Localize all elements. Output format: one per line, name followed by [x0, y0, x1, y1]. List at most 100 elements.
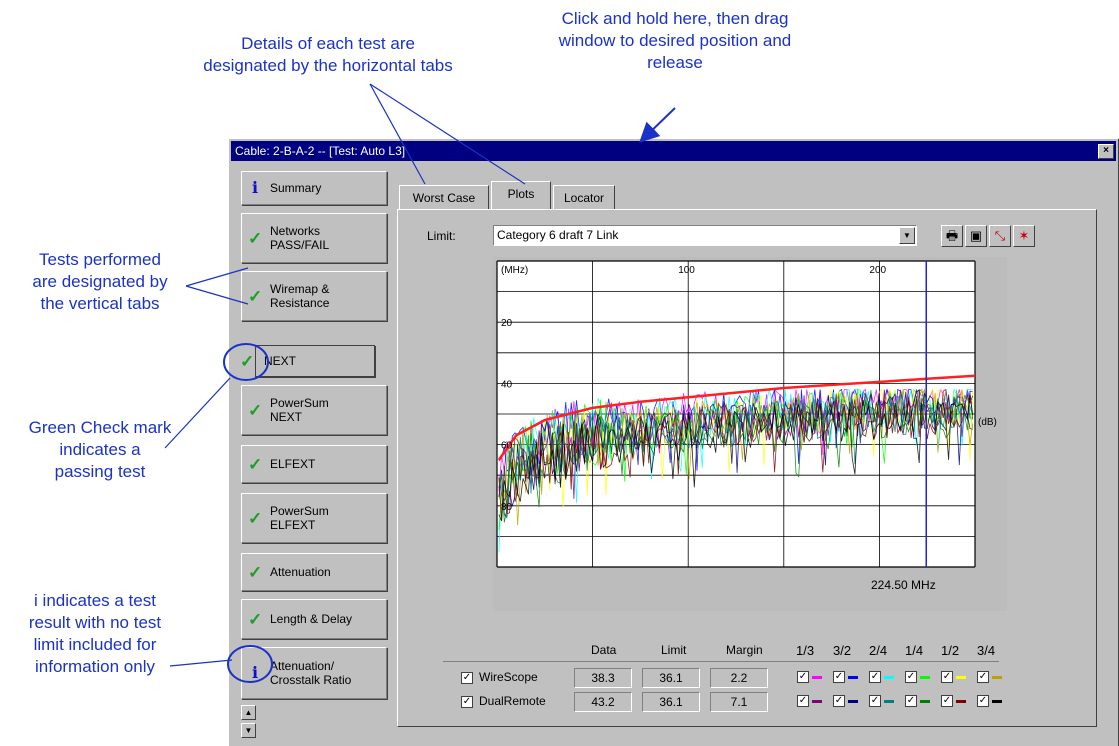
- check-icon: ✓: [240, 352, 255, 371]
- vtab-label: Summary: [270, 181, 322, 195]
- vtab-elfext[interactable]: ✓ ELFEXT: [241, 445, 387, 483]
- dualremote-checkbox[interactable]: ✓: [461, 696, 473, 708]
- tab-worst-case[interactable]: Worst Case: [399, 185, 489, 209]
- check-icon: ✓: [248, 401, 263, 420]
- wirescope-checkbox[interactable]: ✓: [461, 672, 473, 684]
- pair-checkbox[interactable]: ✓: [869, 695, 881, 707]
- zoom-plot-icon[interactable]: ⤡: [989, 225, 1011, 247]
- row-name: WireScope: [479, 670, 538, 684]
- tab-plots[interactable]: Plots: [491, 181, 551, 209]
- annotation-drag: Click and hold here, then drag window to…: [535, 8, 815, 74]
- measurement-trace: [498, 393, 974, 521]
- y-tick-labels: 20 40 60 80: [501, 318, 513, 513]
- check-icon: ✓: [248, 229, 263, 248]
- header-limit: Limit: [661, 643, 687, 657]
- pair-checkbox[interactable]: ✓: [833, 671, 845, 683]
- info-icon: i: [252, 663, 259, 683]
- annotation-line: Details of each test are: [241, 34, 415, 53]
- pair-checkbox[interactable]: ✓: [833, 695, 845, 707]
- annotation-line: result with no test: [28, 613, 162, 632]
- pair-checkbox[interactable]: ✓: [905, 695, 917, 707]
- vtab-wiremap-resistance[interactable]: ✓ Wiremap & Resistance: [241, 271, 387, 321]
- vtab-next[interactable]: ✓ NEXT: [240, 345, 375, 377]
- y-tick-label: 40: [501, 379, 513, 390]
- limit-line: [497, 374, 976, 461]
- annotation-line: Click and hold here, then drag: [561, 9, 789, 28]
- tab-locator[interactable]: Locator: [553, 185, 615, 209]
- annotation-line: are designated by: [32, 272, 168, 291]
- callout-line: [369, 83, 526, 185]
- annotation-line: indicates a: [59, 440, 141, 459]
- info-highlight-circle: [227, 645, 273, 683]
- limit-value: Category 6 draft 7 Link: [497, 228, 619, 242]
- pair-checkbox[interactable]: ✓: [869, 671, 881, 683]
- annotation-line: i indicates a test: [34, 591, 156, 610]
- pair-checkbox[interactable]: ✓: [941, 695, 953, 707]
- vtab-label: PowerSum NEXT: [270, 396, 329, 424]
- check-highlight-circle: [223, 343, 269, 381]
- vtab-networks-pass-fail[interactable]: ✓ Networks PASS/FAIL: [241, 213, 387, 263]
- y-tick-label: 80: [501, 502, 513, 513]
- pair-color-swatch: [884, 676, 894, 679]
- x-tick-label: 200: [869, 265, 886, 276]
- pair-color-swatch: [992, 676, 1002, 679]
- vtab-label: Attenuation: [270, 565, 331, 579]
- pair-checkbox[interactable]: ✓: [977, 695, 989, 707]
- vtab-attenuation[interactable]: ✓ Attenuation: [241, 553, 387, 591]
- check-icon: ✓: [248, 610, 263, 629]
- pair-color-swatch: [884, 700, 894, 703]
- annotation-line: Green Check mark: [28, 418, 172, 437]
- limit-select[interactable]: Category 6 draft 7 Link ▼: [493, 225, 917, 246]
- vtab-length-delay[interactable]: ✓ Length & Delay: [241, 599, 387, 639]
- limit-label: Limit:: [427, 229, 456, 243]
- vtab-label: ELFEXT: [270, 457, 316, 471]
- pair-color-swatch: [920, 700, 930, 703]
- vtab-powersum-elfext[interactable]: ✓ PowerSum ELFEXT: [241, 493, 387, 543]
- header-data: Data: [591, 643, 617, 657]
- info-icon: i: [252, 178, 259, 198]
- pair-color-swatch: [812, 700, 822, 703]
- plot-frame: (MHz) (dB) 100 200 20 40 60 80 224.50 MHz: [493, 257, 1007, 611]
- table-divider: [443, 661, 999, 662]
- title-bar[interactable]: Cable: 2-B-A-2 -- [Test: Auto L3] ×: [231, 141, 1116, 161]
- pair-checkbox[interactable]: ✓: [797, 671, 809, 683]
- vtab-label: Wiremap & Resistance: [270, 282, 330, 310]
- pair-checkbox[interactable]: ✓: [797, 695, 809, 707]
- annotation-line: the vertical tabs: [40, 294, 160, 313]
- pair-header: 1/3: [796, 643, 815, 658]
- pair-color-swatch: [956, 700, 966, 703]
- scroll-down-button[interactable]: ▼: [241, 723, 256, 738]
- vtab-summary[interactable]: i Summary: [241, 171, 387, 205]
- pair-checkbox[interactable]: ✓: [941, 671, 953, 683]
- pair-color-swatch: [956, 676, 966, 679]
- y-tick-label: 60: [501, 441, 513, 452]
- pair-header: 3/4: [977, 643, 996, 658]
- pair-checkbox[interactable]: ✓: [977, 671, 989, 683]
- callout-line: [185, 267, 249, 287]
- annotation-info-icon: i indicates a test result with no test l…: [10, 590, 180, 678]
- pair-color-swatch: [848, 676, 858, 679]
- vtab-powersum-next[interactable]: ✓ PowerSum NEXT: [241, 385, 387, 435]
- measurement-traces: [498, 388, 974, 553]
- pair-color-swatch: [920, 676, 930, 679]
- callout-line: [369, 83, 426, 185]
- x-unit-label: (MHz): [501, 265, 528, 276]
- data-value: 38.3: [574, 668, 632, 688]
- save-icon[interactable]: ▣: [965, 225, 987, 247]
- vtab-label: Networks PASS/FAIL: [270, 224, 330, 252]
- vtab-attenuation-crosstalk-ratio[interactable]: i Attenuation/ Crosstalk Ratio: [241, 647, 387, 699]
- vtab-label: NEXT: [264, 354, 297, 368]
- callout-line: [164, 377, 231, 449]
- vtab-label: Length & Delay: [270, 612, 353, 626]
- chart-icon[interactable]: ✶: [1013, 225, 1035, 247]
- pair-color-swatch: [848, 700, 858, 703]
- close-button[interactable]: ×: [1098, 144, 1114, 159]
- drag-arrow: [639, 107, 676, 143]
- margin-value: 7.1: [710, 692, 768, 712]
- scroll-up-button[interactable]: ▲: [241, 705, 256, 720]
- printer-icon[interactable]: 🖶: [941, 225, 963, 247]
- chevron-down-icon[interactable]: ▼: [899, 227, 915, 244]
- limit-value: 36.1: [642, 692, 700, 712]
- pair-checkbox[interactable]: ✓: [905, 671, 917, 683]
- margin-value: 2.2: [710, 668, 768, 688]
